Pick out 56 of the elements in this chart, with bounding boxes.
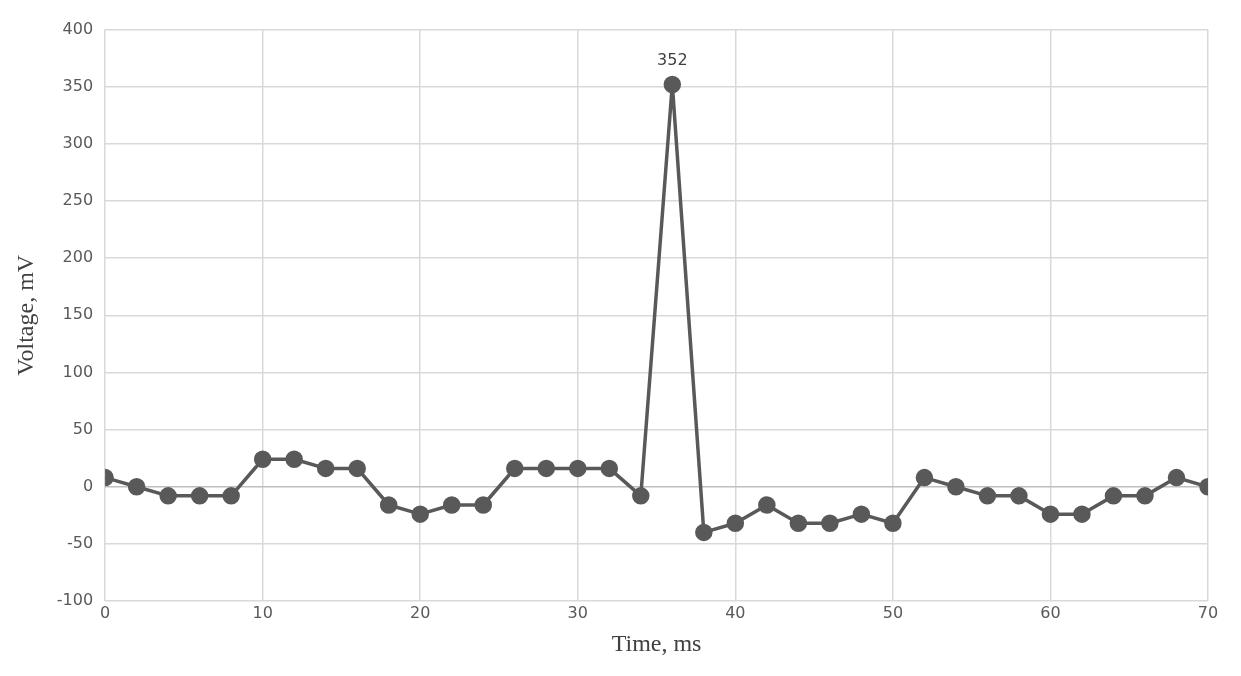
x-axis-title: Time, ms bbox=[611, 629, 702, 656]
point bbox=[190, 487, 209, 505]
x-tick-label: 40 bbox=[725, 602, 746, 622]
point bbox=[379, 496, 398, 514]
y-tick-label: 100 bbox=[62, 361, 94, 381]
point bbox=[442, 496, 461, 514]
point bbox=[1167, 468, 1186, 487]
point bbox=[947, 477, 965, 496]
y-tick-label: 350 bbox=[62, 75, 94, 95]
y-tick-label: 300 bbox=[62, 133, 94, 153]
point bbox=[884, 514, 902, 533]
point bbox=[569, 459, 587, 478]
point bbox=[632, 487, 650, 505]
y-tick-label: 400 bbox=[62, 18, 94, 38]
point bbox=[758, 496, 776, 514]
point bbox=[663, 75, 682, 94]
x-tick-label: 10 bbox=[252, 602, 273, 622]
x-tick-label: 50 bbox=[882, 602, 904, 622]
point bbox=[1010, 487, 1028, 505]
point bbox=[852, 505, 871, 523]
data-label: 352 bbox=[657, 49, 688, 69]
y-tick-label: -100 bbox=[56, 590, 94, 610]
point bbox=[1073, 505, 1091, 523]
point bbox=[537, 459, 556, 478]
x-tick-label: 60 bbox=[1040, 602, 1061, 622]
point bbox=[285, 450, 303, 469]
point bbox=[474, 496, 492, 514]
x-tick-label: 20 bbox=[410, 602, 431, 622]
y-axis-title: Voltage, mV bbox=[11, 254, 38, 376]
y-tick-label: 200 bbox=[62, 247, 94, 267]
point bbox=[253, 450, 272, 469]
point bbox=[789, 514, 808, 533]
point bbox=[127, 477, 146, 496]
x-tick-label: 30 bbox=[567, 602, 588, 622]
point bbox=[348, 459, 366, 478]
y-tick-label: 0 bbox=[82, 475, 94, 495]
y-tick-label: -50 bbox=[66, 533, 94, 553]
point bbox=[695, 523, 713, 542]
point bbox=[915, 468, 934, 487]
point bbox=[726, 514, 745, 533]
y-tick-label: 50 bbox=[72, 418, 94, 438]
point bbox=[1041, 505, 1060, 523]
y-tick-label: 250 bbox=[62, 190, 94, 210]
y-tick-label: 150 bbox=[62, 304, 94, 324]
point bbox=[506, 459, 524, 478]
point bbox=[978, 487, 997, 505]
point bbox=[1104, 487, 1123, 505]
point bbox=[411, 505, 429, 523]
point bbox=[159, 487, 177, 505]
point bbox=[600, 459, 619, 478]
point bbox=[222, 487, 240, 505]
x-tick-label: 0 bbox=[100, 602, 111, 622]
point bbox=[1136, 487, 1154, 505]
point bbox=[821, 514, 839, 533]
x-tick-label: 70 bbox=[1197, 602, 1219, 622]
point bbox=[316, 459, 335, 478]
